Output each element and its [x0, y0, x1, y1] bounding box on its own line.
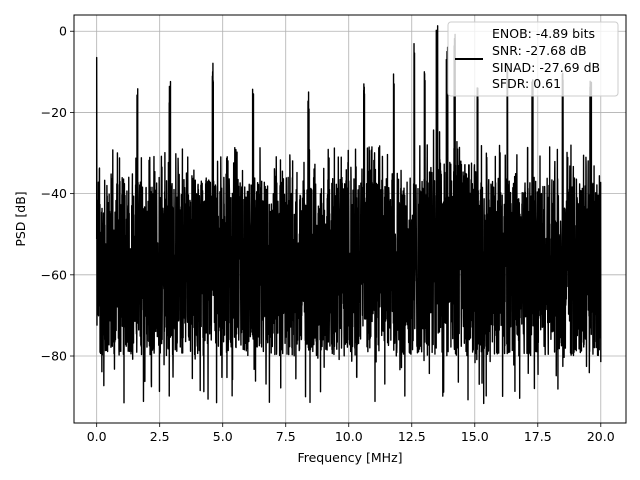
x-tick-label: 7.5 [276, 429, 296, 444]
axes-frame [73, 14, 627, 424]
legend-box [447, 21, 619, 97]
legend-entry: SINAD: -27.69 dB [492, 60, 600, 75]
x-tick-label: 2.5 [150, 429, 170, 444]
plot-area [95, 25, 602, 405]
y-tick-label: −80 [41, 349, 67, 364]
x-tick-label: 12.5 [398, 429, 426, 444]
x-tick-label: 0.0 [87, 429, 107, 444]
y-tick-label: −60 [41, 267, 67, 282]
x-tick-label: 17.5 [524, 429, 552, 444]
x-tick-label: 15.0 [461, 429, 489, 444]
y-tick-label: −40 [41, 186, 67, 201]
x-axis-label: Frequency [MHz] [297, 450, 402, 465]
legend-entry: SNR: -27.68 dB [492, 43, 587, 58]
y-tick-label: 0 [59, 24, 67, 39]
legend: ENOB: -4.89 bits SNR: -27.68 dB SINAD: -… [447, 21, 619, 97]
x-tick-label: 10.0 [335, 429, 363, 444]
y-tick-label: −20 [41, 105, 67, 120]
x-tick-label: 20.0 [587, 429, 615, 444]
legend-entry: SFDR: 0.61 [492, 76, 561, 91]
ticks: 0.0 2.5 5.0 7.5 10.0 12.5 15.0 17.5 20.0 0 −20 −40 −… [41, 24, 615, 444]
y-axis-label: PSD [dB] [13, 191, 28, 246]
legend-entry: ENOB: -4.89 bits [492, 26, 595, 41]
psd-series-line [95, 25, 602, 405]
x-tick-label: 5.0 [213, 429, 233, 444]
